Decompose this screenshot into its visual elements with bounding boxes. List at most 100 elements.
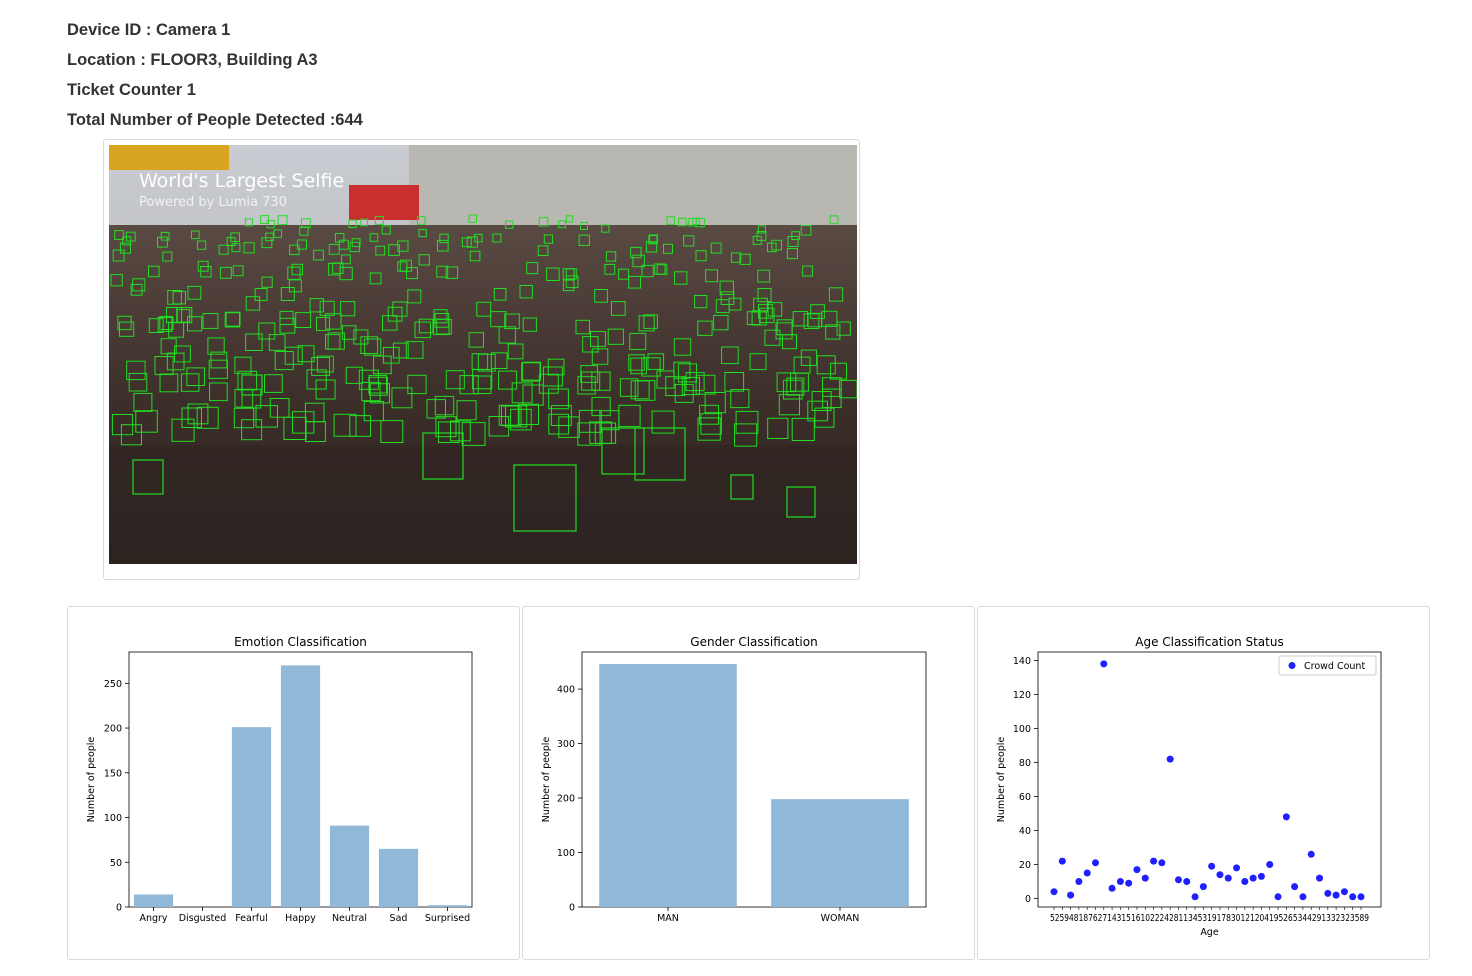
face-box bbox=[647, 353, 665, 370]
age-data-point bbox=[1349, 893, 1357, 901]
face-box bbox=[656, 370, 675, 389]
bar-sad bbox=[378, 848, 419, 907]
plot-frame bbox=[581, 651, 927, 908]
face-box bbox=[287, 266, 301, 280]
face-box bbox=[575, 319, 590, 335]
face-box bbox=[522, 384, 544, 406]
x-tick-label: Sad bbox=[390, 913, 408, 924]
face-box bbox=[261, 276, 273, 288]
face-box bbox=[456, 400, 477, 421]
x-tick-label: Disgusted bbox=[179, 913, 227, 924]
face-box bbox=[315, 379, 336, 400]
face-box bbox=[739, 253, 751, 265]
y-tick-label: 0 bbox=[569, 903, 575, 914]
y-tick-label: 40 bbox=[1019, 826, 1031, 837]
face-box bbox=[507, 343, 524, 360]
face-box bbox=[547, 358, 565, 376]
crowd-photo-canvas: World's Largest Selfie Powered by Lumia … bbox=[109, 145, 857, 564]
age-chart-panel: Age Classification Status 0 20 40 60 80 100 120… bbox=[977, 606, 1430, 960]
bar-neutral bbox=[329, 825, 370, 907]
face-box bbox=[148, 265, 160, 278]
face-box bbox=[418, 228, 427, 238]
face-box bbox=[325, 313, 342, 330]
face-box bbox=[119, 242, 131, 254]
face-box bbox=[237, 370, 258, 391]
face-box bbox=[505, 220, 514, 229]
face-box bbox=[187, 316, 203, 332]
face-box bbox=[757, 269, 771, 283]
face-box bbox=[490, 352, 508, 370]
age-data-point bbox=[1216, 871, 1224, 879]
face-box bbox=[232, 265, 244, 277]
face-box bbox=[634, 427, 686, 481]
location-label: Location : FLOOR3, Building A3 bbox=[67, 51, 318, 69]
face-box bbox=[436, 265, 449, 278]
face-box bbox=[305, 421, 326, 443]
face-box bbox=[511, 382, 533, 404]
face-box bbox=[683, 235, 695, 247]
face-box bbox=[208, 359, 228, 379]
face-box bbox=[466, 236, 478, 248]
face-box bbox=[580, 365, 599, 383]
photo-caption-title: World's Largest Selfie bbox=[139, 170, 344, 192]
crowd-detection-image: World's Largest Selfie Powered by Lumia … bbox=[109, 145, 857, 564]
face-box bbox=[159, 373, 179, 393]
face-box bbox=[641, 357, 661, 377]
face-box bbox=[638, 315, 655, 332]
y-tick-label: 0 bbox=[116, 903, 122, 914]
face-box bbox=[730, 252, 742, 263]
face-box bbox=[654, 263, 666, 275]
face-box bbox=[122, 236, 132, 246]
age-data-point bbox=[1199, 883, 1207, 891]
face-box bbox=[299, 226, 309, 236]
face-box bbox=[209, 382, 228, 402]
face-box bbox=[505, 405, 528, 428]
face-box bbox=[439, 233, 449, 244]
face-box bbox=[628, 275, 641, 289]
face-box bbox=[148, 318, 164, 333]
face-box bbox=[373, 355, 392, 375]
face-box bbox=[397, 240, 409, 252]
face-box bbox=[280, 287, 295, 301]
face-box bbox=[197, 260, 209, 272]
face-box bbox=[663, 243, 673, 254]
face-box bbox=[181, 407, 202, 428]
emotion-chart-panel: Emotion Classification 0 50 100 150 200 250 Num… bbox=[67, 606, 520, 960]
face-box bbox=[800, 225, 812, 236]
face-box bbox=[800, 349, 818, 366]
face-box bbox=[296, 239, 307, 250]
face-box bbox=[325, 334, 341, 350]
face-box bbox=[128, 372, 148, 392]
face-box bbox=[641, 264, 654, 278]
face-box bbox=[543, 234, 554, 244]
face-box bbox=[260, 215, 270, 224]
chart-title: Age Classification Status bbox=[1135, 635, 1283, 649]
face-box bbox=[397, 261, 408, 272]
face-box bbox=[767, 417, 789, 439]
face-box bbox=[418, 318, 434, 334]
legend-box bbox=[1278, 655, 1377, 676]
face-box bbox=[437, 239, 449, 252]
face-box bbox=[628, 354, 645, 371]
face-box bbox=[758, 303, 773, 319]
face-box bbox=[433, 309, 448, 324]
face-box bbox=[565, 268, 577, 280]
age-data-point bbox=[1307, 850, 1315, 858]
face-box bbox=[782, 334, 797, 350]
face-box bbox=[292, 411, 315, 434]
face-box bbox=[180, 373, 200, 392]
face-box bbox=[582, 336, 599, 353]
face-box bbox=[407, 374, 427, 395]
face-box bbox=[187, 403, 209, 425]
face-box bbox=[332, 262, 344, 274]
face-box bbox=[160, 338, 177, 355]
face-box bbox=[283, 416, 307, 440]
face-box bbox=[187, 285, 202, 300]
face-box bbox=[224, 312, 240, 328]
face-box bbox=[382, 315, 398, 331]
face-box bbox=[565, 215, 574, 223]
age-data-point bbox=[1208, 862, 1216, 870]
age-data-point bbox=[1241, 878, 1249, 885]
face-box bbox=[268, 334, 286, 351]
face-box bbox=[254, 288, 268, 301]
